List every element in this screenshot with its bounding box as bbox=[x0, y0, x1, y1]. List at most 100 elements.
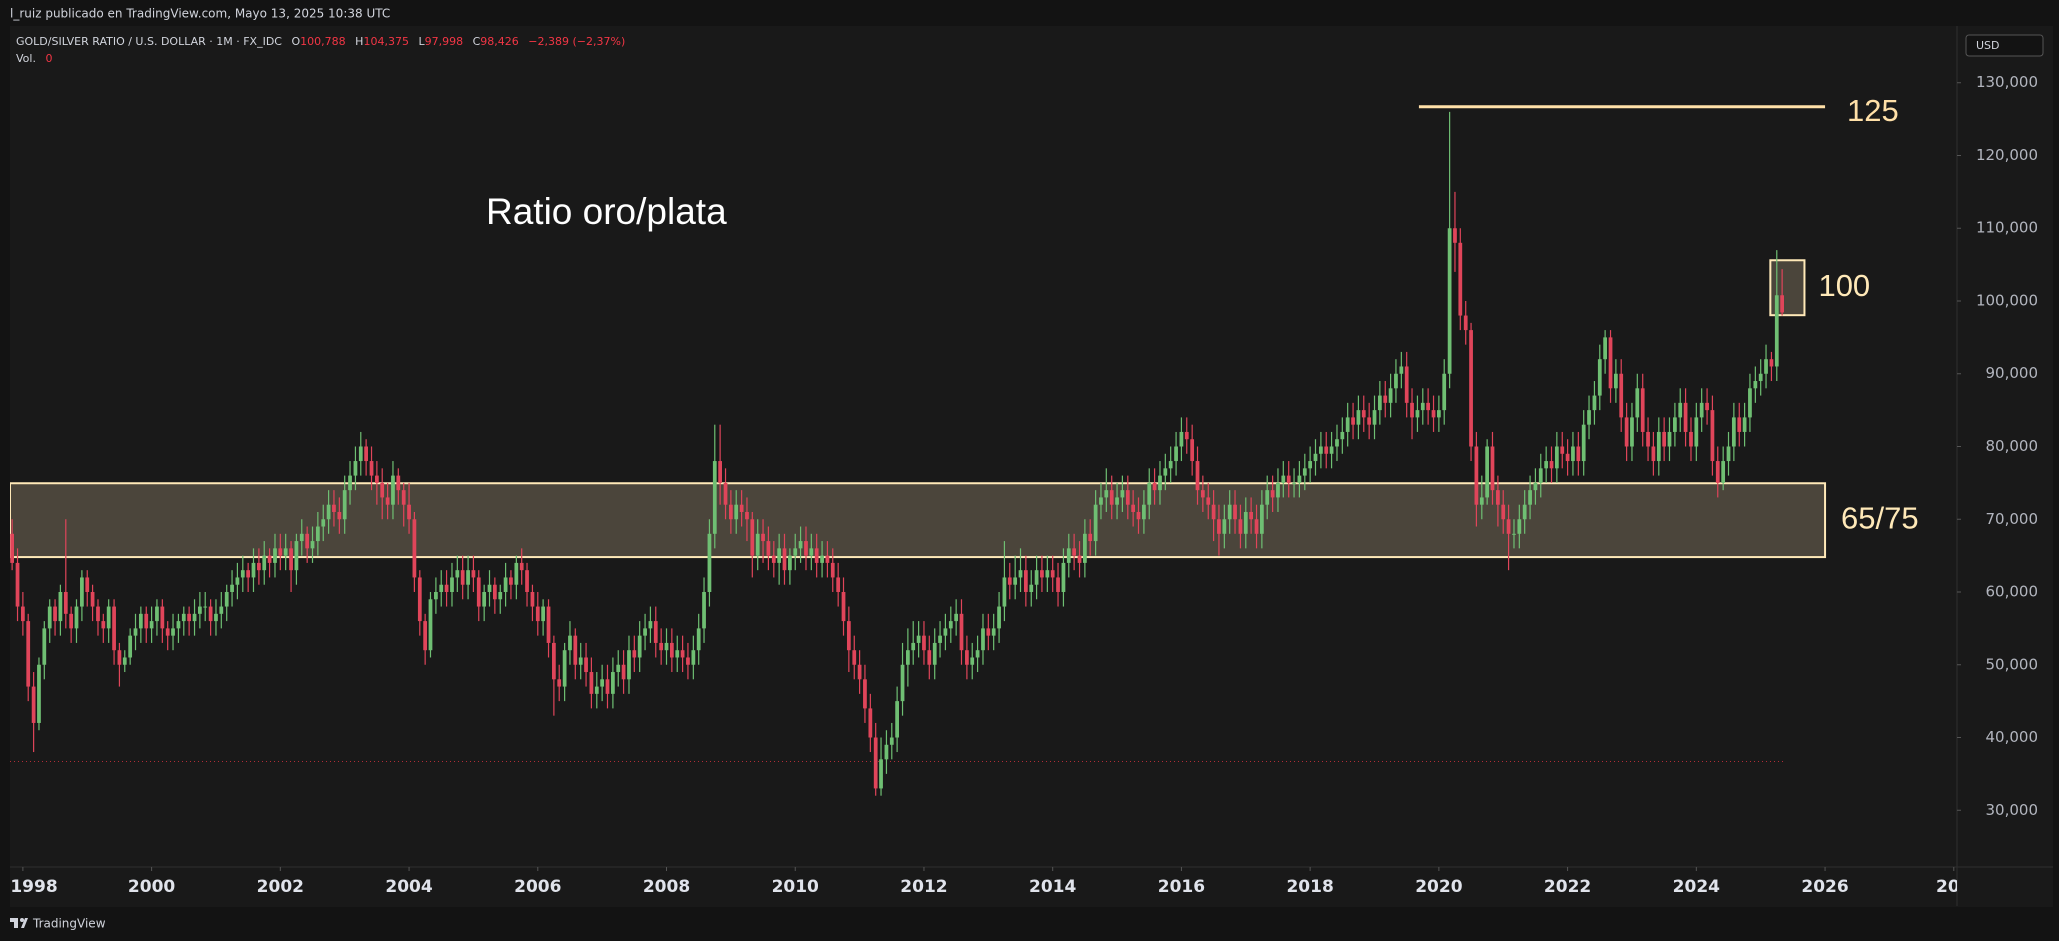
candle-body bbox=[1174, 446, 1178, 462]
candle-body bbox=[1469, 330, 1473, 447]
x-tick-label: 2012 bbox=[900, 877, 947, 897]
candle-body bbox=[1104, 490, 1109, 498]
candle-body bbox=[1780, 295, 1785, 313]
candle-body bbox=[755, 533, 760, 556]
candle-body bbox=[1721, 461, 1726, 483]
candle-body bbox=[1415, 410, 1420, 418]
candle-body bbox=[621, 664, 626, 680]
candle-body bbox=[1206, 497, 1211, 505]
candle-body bbox=[492, 584, 497, 600]
time-axis bbox=[10, 867, 2053, 907]
candle-body bbox=[648, 621, 653, 629]
y-tick-label: 120,000 bbox=[1976, 146, 2038, 164]
candle-body bbox=[315, 526, 320, 542]
candle-body bbox=[385, 497, 390, 505]
candle-body bbox=[535, 606, 540, 622]
candle-body bbox=[1630, 417, 1634, 447]
candle-body bbox=[557, 679, 562, 687]
candle-body bbox=[1045, 570, 1050, 578]
candle-body bbox=[444, 584, 449, 593]
candle-body bbox=[364, 446, 369, 462]
candle-body bbox=[981, 628, 985, 651]
candle-body bbox=[235, 577, 240, 585]
y-tick-label: 60,000 bbox=[1986, 583, 2039, 601]
candle-body bbox=[401, 490, 406, 505]
candle-body bbox=[1710, 410, 1715, 462]
candle-body bbox=[659, 642, 664, 651]
candle-body bbox=[669, 642, 674, 658]
candle-body bbox=[31, 686, 36, 723]
candle-body bbox=[750, 519, 755, 556]
candle-body bbox=[369, 461, 374, 476]
candle-body bbox=[771, 555, 776, 563]
x-tick-label: 2008 bbox=[643, 877, 690, 897]
candle-body bbox=[1394, 373, 1398, 389]
candle-body bbox=[498, 592, 503, 600]
candle-body bbox=[80, 577, 84, 607]
candle-body bbox=[138, 613, 143, 629]
candle-body bbox=[283, 548, 288, 556]
candle-body bbox=[986, 628, 991, 636]
candle-body bbox=[594, 686, 599, 694]
candle-body bbox=[1040, 570, 1044, 578]
candle-body bbox=[181, 613, 186, 622]
candle-body bbox=[1276, 482, 1280, 498]
candle-body bbox=[1184, 431, 1189, 440]
candle-body bbox=[1715, 461, 1720, 483]
candle-body bbox=[294, 541, 299, 571]
candle-body bbox=[353, 461, 358, 476]
candle-body bbox=[991, 628, 996, 636]
candle-body bbox=[1656, 431, 1661, 462]
candle-body bbox=[450, 577, 454, 593]
candle-body bbox=[675, 650, 680, 658]
candle-body bbox=[1281, 475, 1286, 483]
candle-body bbox=[1410, 402, 1414, 418]
price-axis bbox=[1957, 26, 2053, 867]
candle-body bbox=[1619, 373, 1624, 418]
y-tick-label: 50,000 bbox=[1986, 655, 2039, 673]
candle-body bbox=[1673, 417, 1677, 432]
candle-body bbox=[74, 606, 79, 629]
candle-body bbox=[1292, 482, 1296, 484]
candle-body bbox=[1699, 402, 1704, 418]
candle-body bbox=[836, 577, 841, 593]
candle-body bbox=[1018, 570, 1023, 578]
candle-body bbox=[203, 606, 208, 608]
candle-body bbox=[1093, 504, 1098, 542]
candle-body bbox=[911, 642, 916, 651]
currency-box bbox=[1965, 34, 2044, 57]
candle-body bbox=[702, 592, 706, 629]
candle-body bbox=[1120, 490, 1125, 498]
x-tick-label: 2024 bbox=[1673, 877, 1720, 897]
y-tick-label: 30,000 bbox=[1986, 801, 2039, 819]
candle-body bbox=[1420, 402, 1425, 411]
candle-body bbox=[289, 548, 293, 571]
candle-body bbox=[857, 664, 862, 680]
candle-body bbox=[1013, 577, 1018, 585]
candle-body bbox=[863, 679, 867, 709]
candle-body bbox=[1753, 381, 1758, 389]
zone bbox=[10, 482, 1827, 559]
candle-body bbox=[889, 737, 894, 745]
candle-body bbox=[1512, 533, 1516, 535]
candle-body bbox=[63, 592, 68, 614]
candle-body bbox=[58, 592, 63, 622]
candle-body bbox=[1238, 519, 1243, 534]
candle-body bbox=[734, 504, 739, 520]
candle-body bbox=[830, 562, 835, 578]
candle-body bbox=[1308, 461, 1313, 469]
symbol: GOLD/SILVER RATIO / U.S. DOLLAR · 1M · F… bbox=[16, 35, 282, 48]
candle-body bbox=[1533, 482, 1538, 491]
candle-body bbox=[1458, 242, 1463, 316]
candle-body bbox=[1313, 453, 1318, 462]
candle-body bbox=[1436, 410, 1441, 418]
candle-body bbox=[1463, 315, 1468, 331]
candle-body bbox=[1372, 410, 1377, 425]
candle-body bbox=[1147, 482, 1152, 505]
candle-body bbox=[273, 548, 277, 563]
candle-body bbox=[1259, 504, 1264, 534]
candle-body bbox=[1179, 431, 1184, 447]
candle-body bbox=[1624, 417, 1629, 447]
